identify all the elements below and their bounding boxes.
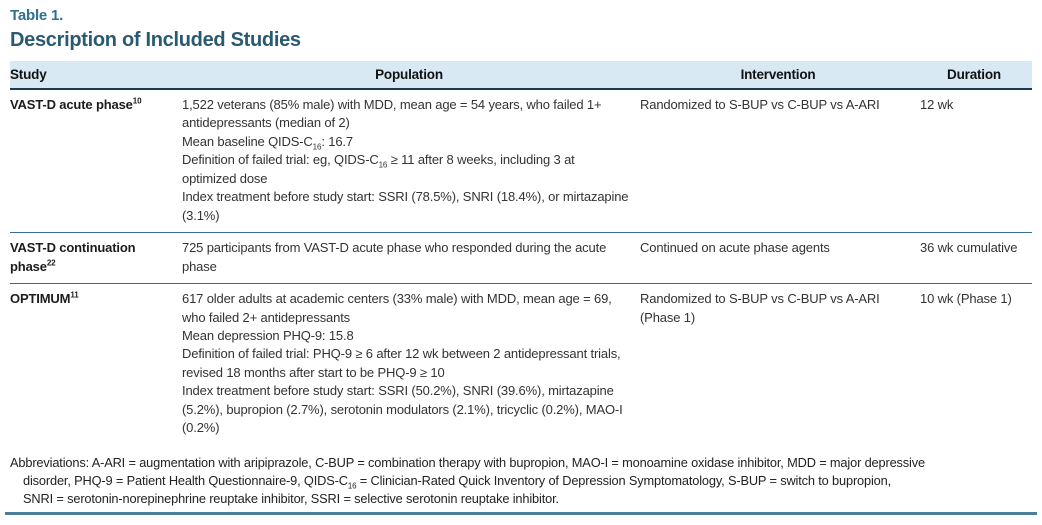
column-header-intervention: Intervention xyxy=(640,61,920,90)
population-cell: 617 older adults at academic centers (33… xyxy=(182,284,640,445)
duration-cell: 36 wk cumulative xyxy=(920,232,1032,285)
population-line: Definition of failed trial: eg, QIDS-C16… xyxy=(182,152,575,186)
table-row: VAST-D continuation phase22 725 participa… xyxy=(10,232,1032,285)
table-label: Table 1. xyxy=(10,7,64,24)
population-line: 725 participants from VAST-D acute phase… xyxy=(182,240,607,274)
column-header-study: Study xyxy=(10,61,182,90)
header-row: Study Population Intervention Duration xyxy=(10,61,1032,90)
page-title: Description of Included Studies xyxy=(10,29,301,51)
table-row: OPTIMUM11 617 older adults at academic ce… xyxy=(10,284,1032,445)
study-cell: VAST-D continuation phase22 xyxy=(10,232,182,285)
column-header-population: Population xyxy=(182,61,640,90)
table-header: Study Population Intervention Duration xyxy=(10,61,1032,90)
footnote-line: SNRI = serotonin-norepinephrine reuptake… xyxy=(23,490,559,506)
duration-cell: 12 wk xyxy=(920,89,1032,234)
duration-cell: 10 wk (Phase 1) xyxy=(920,291,1012,307)
intervention-cell: Randomized to S-BUP vs C-BUP vs A-ARI xyxy=(640,89,920,234)
population-line: Definition of failed trial: PHQ-9 ≥ 6 af… xyxy=(182,346,621,380)
bottom-rule xyxy=(5,512,1037,516)
population-line: Mean baseline QIDS-C16: 16.7 xyxy=(182,133,353,152)
population-cell: 1,522 veterans (85% male) with MDD, mean… xyxy=(182,89,640,234)
population-line: Mean depression PHQ-9: 15.8 xyxy=(182,327,354,343)
intervention-cell: Randomized to S-BUP vs C-BUP vs A-ARI (P… xyxy=(640,291,880,325)
table-row: VAST-D acute phase10 1,522 veterans (85% … xyxy=(10,89,1032,234)
population-cell: 725 participants from VAST-D acute phase… xyxy=(182,232,640,285)
population-line: Index treatment before study start: SSRI… xyxy=(182,189,629,223)
population-line: 617 older adults at academic centers (33… xyxy=(182,291,612,325)
footnote-line: Abbreviations: A-ARI = augmentation with… xyxy=(10,454,925,470)
population-line: Index treatment before study start: SSRI… xyxy=(182,383,623,436)
study-cell: VAST-D acute phase10 xyxy=(10,89,182,234)
footnote-line: disorder, PHQ-9 = Patient Health Questio… xyxy=(23,472,892,491)
column-header-duration: Duration xyxy=(920,61,1032,90)
intervention-cell: Continued on acute phase agents xyxy=(640,232,920,285)
population-line: 1,522 veterans (85% male) with MDD, mean… xyxy=(182,97,602,131)
study-cell: OPTIMUM11 xyxy=(10,290,79,307)
footnote: Abbreviations: A-ARI = augmentation with… xyxy=(10,454,1032,508)
studies-table: Study Population Intervention Duration V… xyxy=(10,61,1032,445)
table-body: VAST-D acute phase10 1,522 veterans (85% … xyxy=(10,89,1032,445)
